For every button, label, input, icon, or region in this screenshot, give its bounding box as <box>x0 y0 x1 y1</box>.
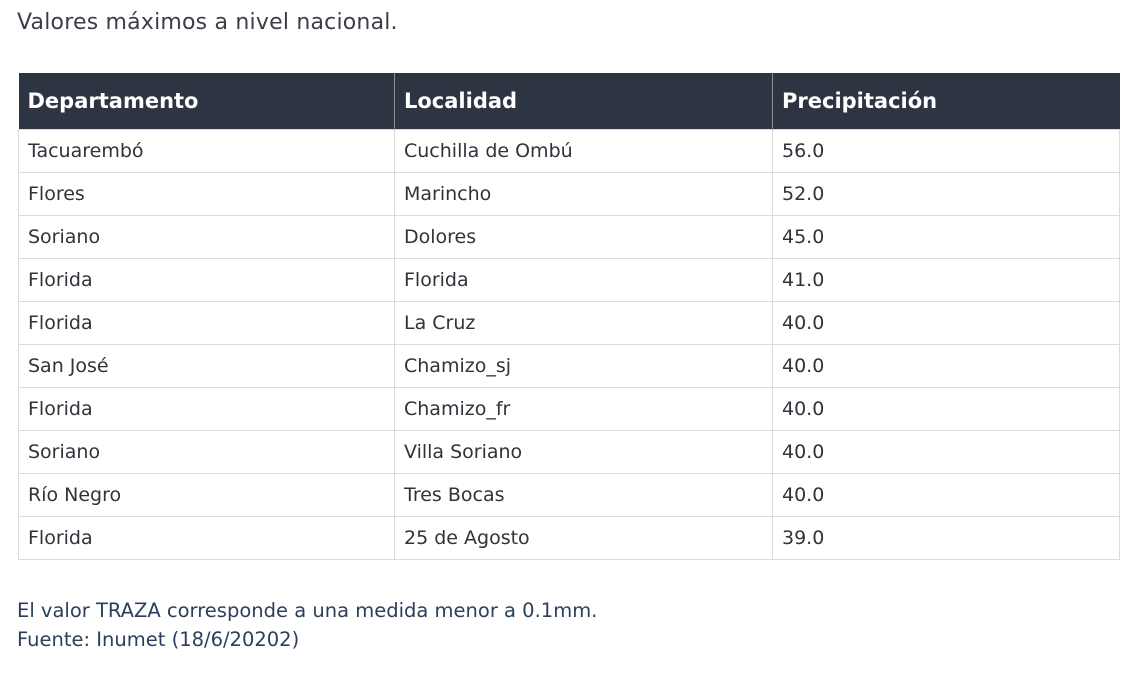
table-row: Río Negro Tres Bocas 40.0 <box>18 473 1120 517</box>
cell-localidad: Chamizo_sj <box>394 344 773 388</box>
cell-precipitacion: 45.0 <box>772 215 1120 259</box>
cell-departamento: Tacuarembó <box>18 129 395 173</box>
cell-localidad: La Cruz <box>394 301 773 345</box>
cell-precipitacion: 40.0 <box>772 301 1120 345</box>
cell-precipitacion: 40.0 <box>772 344 1120 388</box>
cell-precipitacion: 40.0 <box>772 473 1120 517</box>
cell-departamento: Flores <box>18 172 395 216</box>
footnotes: El valor TRAZA corresponde a una medida … <box>17 596 597 654</box>
cell-localidad: Villa Soriano <box>394 430 773 474</box>
cell-localidad: Cuchilla de Ombú <box>394 129 773 173</box>
cell-departamento: Soriano <box>18 215 395 259</box>
cell-departamento: Florida <box>18 258 395 302</box>
cell-precipitacion: 52.0 <box>772 172 1120 216</box>
cell-localidad: Florida <box>394 258 773 302</box>
cell-departamento: Florida <box>18 516 395 560</box>
table-row: Flores Marincho 52.0 <box>18 172 1120 216</box>
cell-localidad: Chamizo_fr <box>394 387 773 431</box>
column-header-departamento: Departamento <box>18 73 395 130</box>
cell-precipitacion: 40.0 <box>772 387 1120 431</box>
cell-localidad: Tres Bocas <box>394 473 773 517</box>
cell-departamento: San José <box>18 344 395 388</box>
table-row: Florida Chamizo_fr 40.0 <box>18 387 1120 431</box>
column-header-localidad: Localidad <box>394 73 773 130</box>
header-row: Departamento Localidad Precipitación <box>18 73 1120 130</box>
cell-departamento: Florida <box>18 301 395 345</box>
cell-departamento: Soriano <box>18 430 395 474</box>
table-row: Tacuarembó Cuchilla de Ombú 56.0 <box>18 129 1120 173</box>
cell-precipitacion: 56.0 <box>772 129 1120 173</box>
table-row: Soriano Dolores 45.0 <box>18 215 1120 259</box>
table-row: Soriano Villa Soriano 40.0 <box>18 430 1120 474</box>
precipitation-table: Departamento Localidad Precipitación Tac… <box>18 73 1120 560</box>
cell-departamento: Río Negro <box>18 473 395 517</box>
cell-localidad: Dolores <box>394 215 773 259</box>
cell-precipitacion: 39.0 <box>772 516 1120 560</box>
source-note: Fuente: Inumet (18/6/20202) <box>17 628 300 651</box>
cell-precipitacion: 41.0 <box>772 258 1120 302</box>
trace-note: El valor TRAZA corresponde a una medida … <box>17 599 598 622</box>
cell-departamento: Florida <box>18 387 395 431</box>
table-body: Tacuarembó Cuchilla de Ombú 56.0 Flores … <box>18 129 1120 560</box>
cell-precipitacion: 40.0 <box>772 430 1120 474</box>
table-row: Florida La Cruz 40.0 <box>18 301 1120 345</box>
precipitation-table-container: Departamento Localidad Precipitación Tac… <box>18 73 1120 560</box>
table-header: Departamento Localidad Precipitación <box>18 73 1120 130</box>
table-row: Florida 25 de Agosto 39.0 <box>18 516 1120 560</box>
column-header-precipitacion: Precipitación <box>772 73 1120 130</box>
page-title: Valores máximos a nivel nacional. <box>17 10 398 35</box>
table-row: Florida Florida 41.0 <box>18 258 1120 302</box>
table-row: San José Chamizo_sj 40.0 <box>18 344 1120 388</box>
cell-localidad: 25 de Agosto <box>394 516 773 560</box>
cell-localidad: Marincho <box>394 172 773 216</box>
